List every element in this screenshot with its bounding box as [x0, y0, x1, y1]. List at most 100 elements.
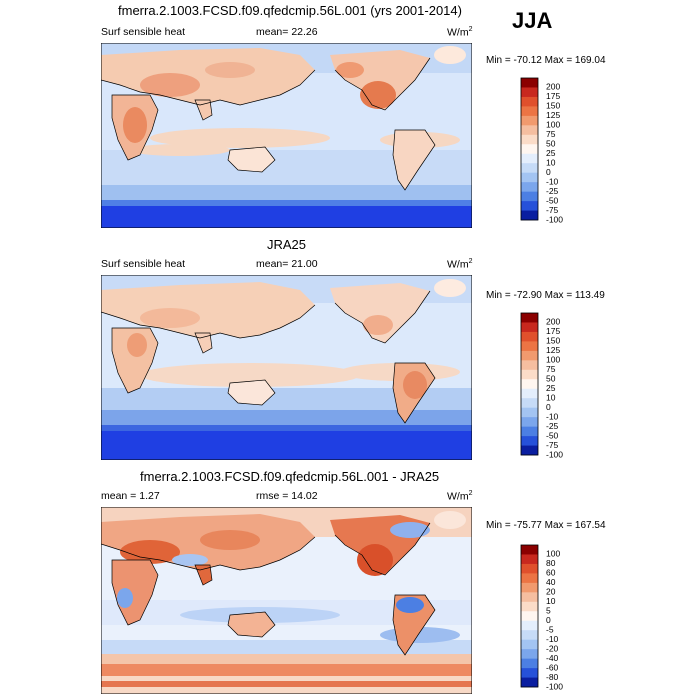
colorbar-frame — [520, 77, 539, 221]
colorbar-swatch — [521, 554, 538, 565]
colorbar-tick-label: 200 — [546, 82, 560, 92]
colorbar-tick-label: -5 — [546, 624, 554, 634]
colorbar-swatch — [521, 417, 538, 427]
colorbar-swatch — [521, 153, 538, 164]
map-panel-1 — [101, 43, 472, 228]
colorbar-swatch — [521, 163, 538, 173]
colorbar-swatch — [521, 201, 538, 211]
panel-2-minmax: Min = -72.90 Max = 113.49 — [486, 290, 605, 301]
colorbar-frame — [520, 544, 539, 688]
colorbar-tick-label: 175 — [546, 91, 560, 101]
colorbar-frame — [520, 312, 539, 456]
colorbar-tick-label: -100 — [546, 449, 563, 459]
colorbar-swatch — [521, 115, 538, 126]
colorbar-tick-label: 125 — [546, 110, 560, 120]
colorbar-tick-label: 10 — [546, 392, 556, 402]
land-australia — [228, 380, 275, 405]
colorbar-swatch — [521, 182, 538, 192]
colorbar-swatch — [521, 388, 538, 399]
colorbar-swatch — [521, 125, 538, 136]
colorbar-tick-label: -60 — [546, 662, 559, 672]
colorbar-swatch — [521, 677, 538, 688]
colorbar-tick-label: -100 — [546, 681, 563, 691]
colorbar-tick-label: -80 — [546, 672, 559, 682]
colorbar-tick-label: -50 — [546, 430, 559, 440]
antarctic-band — [101, 664, 472, 676]
colorbar-tick-label: -50 — [546, 195, 559, 205]
colorbar-swatch — [521, 87, 538, 98]
colorbar-swatch — [521, 172, 538, 183]
colorbar-tick-label: 0 — [546, 167, 551, 177]
panel-2-title: JRA25 — [267, 237, 307, 252]
colorbar-tick-label: -10 — [546, 411, 559, 421]
colorbar-tick-label: 150 — [546, 101, 560, 111]
colorbar-swatch — [521, 601, 538, 612]
colorbar-tick-label: 125 — [546, 345, 560, 355]
colorbar-swatch — [521, 379, 538, 390]
colorbar-swatch — [521, 563, 538, 574]
colorbar-swatch — [521, 426, 538, 437]
colorbar-tick-label: 5 — [546, 606, 551, 616]
colorbar-tick-label: 10 — [546, 157, 556, 167]
panel-1-minmax: Min = -70.12 Max = 169.04 — [486, 55, 606, 66]
colorbar-tick-label: -40 — [546, 653, 559, 663]
colorbar-swatch — [521, 639, 538, 650]
colorbar-tick-label: -10 — [546, 176, 559, 186]
colorbar-tick-label: 50 — [546, 139, 556, 149]
colorbar-tick-label: 0 — [546, 402, 551, 412]
colorbar-swatch — [521, 369, 538, 380]
map-panel-3 — [101, 507, 472, 694]
colorbar-tick-label: 10 — [546, 596, 556, 606]
colorbar-swatch — [521, 620, 538, 631]
panel-3-minmax: Min = -75.77 Max = 167.54 — [486, 520, 606, 531]
colorbar-swatch — [521, 134, 538, 145]
colorbar-swatch — [521, 398, 538, 408]
colorbar-tick-label: 150 — [546, 336, 560, 346]
colorbar-swatch — [521, 191, 538, 202]
colorbar-swatch — [521, 649, 538, 659]
antarctic-band — [101, 203, 472, 228]
land-australia — [228, 612, 275, 637]
panel-2-units: W/m2 — [447, 258, 473, 271]
panel-1-mean-label: mean= 22.26 — [256, 26, 318, 38]
colorbar-tick-label: 100 — [546, 355, 560, 365]
colorbar-swatch — [521, 436, 538, 446]
colorbar-swatch — [521, 350, 538, 361]
panel-2-variable-label: Surf sensible heat — [101, 258, 186, 270]
colorbar-tick-label: 50 — [546, 374, 556, 384]
colorbar-swatch — [521, 341, 538, 352]
colorbar-tick-label: -25 — [546, 421, 559, 431]
panel-1-variable-label: Surf sensible heat — [101, 26, 186, 38]
land-north-america — [330, 283, 430, 343]
colorbar-swatch — [521, 582, 538, 593]
colorbar-swatch — [521, 78, 538, 88]
colorbar-swatch — [521, 592, 538, 603]
colorbar-tick-label: 100 — [546, 549, 560, 559]
colorbar-tick-label: -100 — [546, 214, 563, 224]
colorbar-swatch — [521, 360, 538, 371]
panel-3-mean-label: mean = 1.27 — [101, 490, 160, 502]
colorbar-swatch — [521, 96, 538, 107]
colorbar-swatch — [521, 545, 538, 555]
colorbar-tick-label: 175 — [546, 326, 560, 336]
panel-1-units: W/m2 — [447, 26, 473, 39]
colorbar-swatch — [521, 331, 538, 342]
map-panel-2 — [101, 275, 472, 460]
land-south-america — [393, 130, 435, 190]
colorbar-swatch — [521, 144, 538, 155]
colorbar-swatch — [521, 668, 538, 678]
colorbar-tick-label: 75 — [546, 129, 556, 139]
colorbar-swatch — [521, 210, 538, 221]
colorbar-tick-label: 200 — [546, 317, 560, 327]
colorbar-tick-label: -10 — [546, 634, 559, 644]
colorbar-swatch — [521, 658, 538, 669]
panel-1-title: fmerra.2.1003.FCSD.f09.qfedcmip.56L.001 … — [118, 3, 462, 18]
panel-3-rmse-label: rmse = 14.02 — [256, 490, 318, 502]
colorbar-swatch — [521, 322, 538, 333]
panel-3-units: W/m2 — [447, 490, 473, 503]
colorbar-tick-label: 80 — [546, 558, 556, 568]
